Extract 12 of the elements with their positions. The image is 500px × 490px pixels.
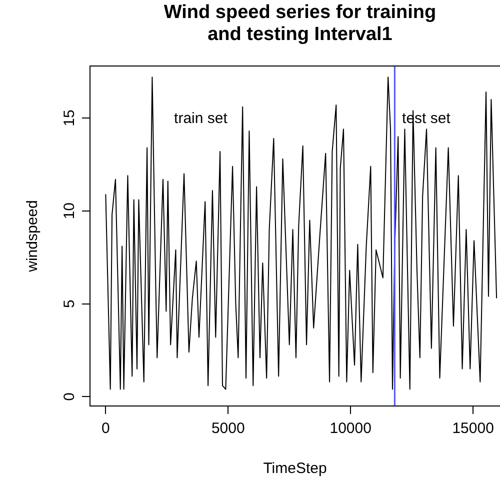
y-axis-title: windspeed xyxy=(24,200,42,273)
y-tick-label: 0 xyxy=(60,392,78,401)
annotation: train set xyxy=(174,110,228,127)
y-tick-label: 10 xyxy=(60,202,78,220)
x-axis-title: TimeStep xyxy=(263,460,327,478)
chart-title: Wind speed series for training and testing Interval1 xyxy=(162,2,438,46)
x-tick-label: 15000 xyxy=(452,420,494,438)
y-tick-label: 5 xyxy=(60,300,78,308)
x-tick-label: 5000 xyxy=(211,420,245,438)
x-tick-label: 10000 xyxy=(330,420,372,438)
y-tick-label: 15 xyxy=(60,110,78,126)
x-tick-label: 0 xyxy=(102,420,110,438)
